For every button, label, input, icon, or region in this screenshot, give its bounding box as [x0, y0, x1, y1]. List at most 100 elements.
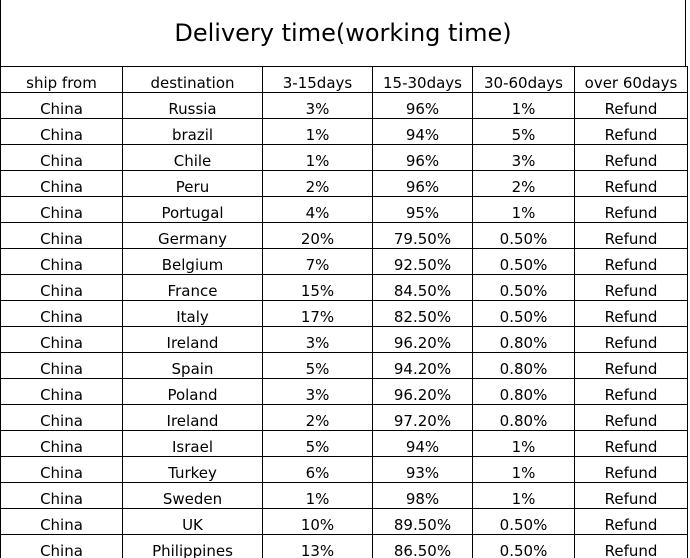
table-cell: Portugal: [122, 196, 263, 223]
table-cell: 79.50%: [372, 222, 473, 249]
table-cell: 0.80%: [472, 326, 575, 353]
table-cell: France: [122, 274, 263, 301]
table-cell: 92.50%: [372, 248, 473, 275]
table-row: China Sweden 1% 98% 1% Refund: [0, 482, 688, 509]
table-row: China Ireland 3% 96.20% 0.80% Refund: [0, 326, 688, 353]
table-cell: Refund: [574, 456, 688, 483]
table-cell: Sweden: [122, 482, 263, 509]
table-cell: Belgium: [122, 248, 263, 275]
header-cell: ship from: [0, 66, 123, 93]
table-cell: Poland: [122, 378, 263, 405]
header-cell: destination: [122, 66, 263, 93]
table-cell: Refund: [574, 274, 688, 301]
table-row: China France 15% 84.50% 0.50% Refund: [0, 274, 688, 301]
table-cell: Peru: [122, 170, 263, 197]
table-cell: Refund: [574, 248, 688, 275]
table-cell: Ireland: [122, 326, 263, 353]
table-cell: 84.50%: [372, 274, 473, 301]
table-body: China Russia 3% 96% 1% Refund China brazil 1% 94%…: [0, 92, 688, 558]
table-cell: 5%: [472, 118, 575, 145]
header-cell: 15-30days: [372, 66, 473, 93]
table-cell: China: [0, 430, 123, 457]
table-cell: Ireland: [122, 404, 263, 431]
header-cell: 30-60days: [472, 66, 575, 93]
table-cell: China: [0, 222, 123, 249]
table-cell: Germany: [122, 222, 263, 249]
table-cell: 0.50%: [472, 222, 575, 249]
table-cell: 96%: [372, 144, 473, 171]
table-cell: 20%: [262, 222, 373, 249]
table-cell: Refund: [574, 118, 688, 145]
table-row: China Russia 3% 96% 1% Refund: [0, 92, 688, 119]
table-cell: China: [0, 352, 123, 379]
table-cell: 0.80%: [472, 404, 575, 431]
table-cell: 3%: [262, 326, 373, 353]
table-row: China Poland 3% 96.20% 0.80% Refund: [0, 378, 688, 405]
table-cell: Refund: [574, 378, 688, 405]
table-row: China Belgium 7% 92.50% 0.50% Refund: [0, 248, 688, 275]
table-cell: Refund: [574, 352, 688, 379]
table-cell: Refund: [574, 222, 688, 249]
table-cell: 97.20%: [372, 404, 473, 431]
table-cell: China: [0, 326, 123, 353]
table-cell: China: [0, 144, 123, 171]
table-cell: China: [0, 274, 123, 301]
table-cell: 5%: [262, 352, 373, 379]
table-cell: 5%: [262, 430, 373, 457]
table-cell: 3%: [262, 378, 373, 405]
table-cell: 0.50%: [472, 274, 575, 301]
table-cell: Chile: [122, 144, 263, 171]
table-cell: 1%: [472, 430, 575, 457]
table-row: China UK 10% 89.50% 0.50% Refund: [0, 508, 688, 535]
table-cell: Refund: [574, 430, 688, 457]
delivery-table: ship from destination 3-15days 15-30days 30-…: [0, 66, 688, 558]
table-cell: Refund: [574, 196, 688, 223]
table-row: China Germany 20% 79.50% 0.50% Refund: [0, 222, 688, 249]
table-cell: Refund: [574, 534, 688, 558]
table-cell: 94.20%: [372, 352, 473, 379]
table-cell: Israel: [122, 430, 263, 457]
table-cell: China: [0, 482, 123, 509]
table-cell: 96%: [372, 92, 473, 119]
table-cell: 3%: [262, 92, 373, 119]
table-cell: 1%: [472, 482, 575, 509]
table-cell: China: [0, 170, 123, 197]
table-cell: 82.50%: [372, 300, 473, 327]
table-cell: China: [0, 378, 123, 405]
table-row: China Ireland 2% 97.20% 0.80% Refund: [0, 404, 688, 431]
table-cell: China: [0, 92, 123, 119]
table-cell: 1%: [262, 482, 373, 509]
table-row: China Peru 2% 96% 2% Refund: [0, 170, 688, 197]
table-cell: 1%: [472, 196, 575, 223]
header-cell: over 60days: [574, 66, 688, 93]
table-cell: 96.20%: [372, 378, 473, 405]
table-cell: 86.50%: [372, 534, 473, 558]
table-cell: Refund: [574, 508, 688, 535]
table-cell: Refund: [574, 326, 688, 353]
table-cell: China: [0, 404, 123, 431]
table-cell: 0.50%: [472, 300, 575, 327]
table-cell: China: [0, 534, 123, 558]
table-cell: 94%: [372, 430, 473, 457]
table-cell: 7%: [262, 248, 373, 275]
table-cell: 1%: [472, 456, 575, 483]
table-cell: China: [0, 300, 123, 327]
table-cell: 3%: [472, 144, 575, 171]
table-cell: 94%: [372, 118, 473, 145]
table-row: China Italy 17% 82.50% 0.50% Refund: [0, 300, 688, 327]
table-cell: Refund: [574, 144, 688, 171]
table-cell: 2%: [262, 404, 373, 431]
table-cell: Refund: [574, 170, 688, 197]
table-cell: 93%: [372, 456, 473, 483]
table-cell: 95%: [372, 196, 473, 223]
table-cell: China: [0, 248, 123, 275]
table-cell: 0.50%: [472, 248, 575, 275]
table-cell: China: [0, 456, 123, 483]
table-cell: brazil: [122, 118, 263, 145]
table-row: China Portugal 4% 95% 1% Refund: [0, 196, 688, 223]
table-cell: China: [0, 118, 123, 145]
table-row: China Chile 1% 96% 3% Refund: [0, 144, 688, 171]
table-cell: Refund: [574, 92, 688, 119]
table-cell: Refund: [574, 482, 688, 509]
table-cell: 13%: [262, 534, 373, 558]
